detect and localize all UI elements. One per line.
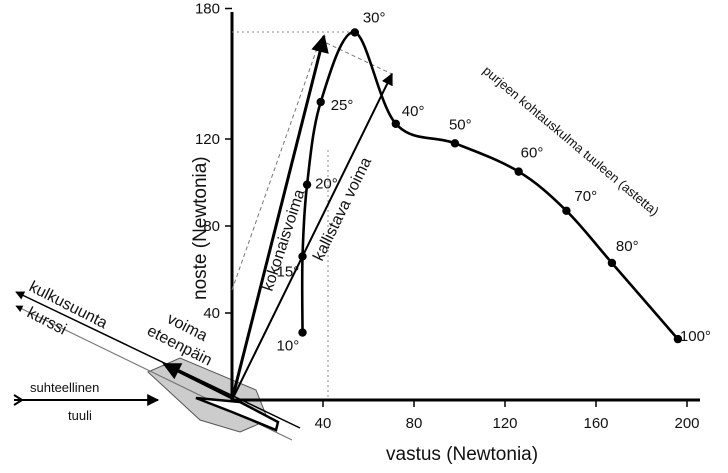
angle-label-25deg: 25°	[331, 97, 354, 114]
angle-label-70deg: 70°	[574, 188, 597, 205]
curve-point-15deg	[298, 252, 307, 261]
x-axis-title: vastus (Newtonia)	[386, 444, 538, 465]
axis-ticks: 40 80 120 160 200 40 80 120 180	[195, 1, 700, 433]
curve-point-40deg	[391, 119, 400, 128]
y-tick-label-120: 120	[195, 131, 220, 148]
curve-point-80deg	[607, 258, 617, 268]
total-force-arrow	[230, 34, 329, 401]
wind-label-2: tuuli	[68, 408, 92, 423]
angle-label-15deg: 15°	[277, 263, 300, 280]
curve-point-10deg	[298, 328, 307, 337]
x-tick-label-80: 80	[406, 415, 423, 432]
angle-label-40deg: 40°	[402, 103, 425, 120]
angle-label-60deg: 60°	[521, 145, 544, 162]
y-tick-label-40: 40	[203, 305, 220, 322]
parallelogram-guide-1	[231, 39, 321, 291]
curve-point-60deg	[514, 167, 523, 176]
angle-label-100deg: 100°	[680, 328, 711, 345]
heading-line	[15, 291, 301, 429]
y-tick-label-180: 180	[195, 1, 220, 18]
y-axis-title: noste (Newtonia)	[190, 156, 211, 300]
heeling-force-label: kallistava voima	[310, 155, 375, 264]
curve-point-100deg	[673, 334, 683, 344]
y-tick-label-80: 80	[203, 218, 220, 235]
curve-point-50deg	[450, 139, 460, 148]
wind-arrow-tail-2	[13, 399, 23, 406]
angle-label-80deg: 80°	[616, 238, 639, 255]
x-tick-label-40: 40	[315, 415, 332, 432]
curve-point-30deg	[350, 28, 360, 37]
curve-point-20deg	[302, 180, 312, 189]
angle-label-50deg: 50°	[449, 116, 472, 133]
x-tick-label-200: 200	[674, 415, 699, 432]
x-tick-label-120: 120	[492, 415, 517, 432]
wind-label-1: suhteellinen	[30, 380, 99, 395]
boat-hull	[147, 357, 269, 433]
forward-force-arrow	[162, 362, 233, 400]
angle-label-20deg: 20°	[315, 176, 338, 193]
curve-point-70deg	[562, 206, 571, 215]
curve-title: purjeen kohtauskulma tuuleen (astetta)	[480, 63, 662, 219]
parallelogram-guide-2	[319, 39, 393, 75]
x-tick-label-160: 160	[583, 415, 608, 432]
angle-label-30deg: 30°	[363, 9, 386, 26]
heeling-force-arrow	[231, 72, 393, 401]
curve-points: 10° 15° 20° 25° 30° 40° 50° 60° 70° 80° 100°	[277, 9, 711, 354]
wind-arrow-tail-1	[13, 394, 23, 401]
curve-point-25deg	[316, 97, 325, 107]
angle-label-10deg: 10°	[277, 338, 300, 355]
